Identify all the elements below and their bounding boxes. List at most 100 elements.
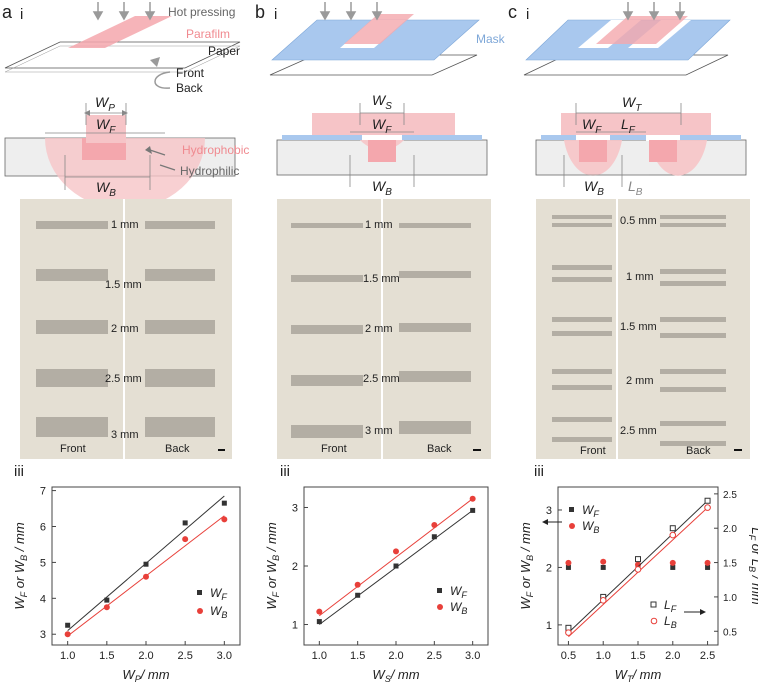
- legend-lf: LF: [664, 598, 677, 614]
- label-hydrophobic: Hydrophobic: [182, 143, 250, 157]
- x-axis-label: WT/ mm: [615, 667, 662, 684]
- point-wf: [470, 507, 476, 513]
- subpanel-label-b-iii: iii: [280, 463, 290, 480]
- label-wp: WP: [95, 94, 115, 114]
- x-axis-label: WS/ mm: [372, 667, 419, 684]
- x-tick-label: 3.0: [465, 650, 480, 662]
- y2-tick-label: 1.5: [723, 559, 737, 570]
- legend-wb: WB: [582, 519, 599, 535]
- point-wf: [670, 564, 676, 570]
- x-tick-label: 2.5: [427, 650, 442, 662]
- y-tick-label: 3: [546, 505, 552, 517]
- schematic-c-top: [523, 2, 731, 76]
- point-wb: [704, 559, 711, 566]
- point-wf: [221, 500, 227, 506]
- panel-letter-b: b: [255, 2, 266, 22]
- photo-c-row-4: 2 mm: [626, 375, 654, 387]
- label-wb-c: WB: [584, 178, 604, 198]
- x-tick-label: 2.5: [178, 650, 193, 662]
- legend-wf: WF: [582, 503, 599, 519]
- photo-c-back: Back: [686, 445, 711, 457]
- subpanel-label-c-i: i: [526, 6, 530, 23]
- schematic-a-top: [4, 2, 241, 89]
- photo-c-row-5: 2.5 mm: [620, 425, 657, 437]
- x-tick-label: 2.5: [700, 650, 715, 662]
- legend-wf: WF: [450, 584, 467, 600]
- x-tick-label: 2.0: [665, 650, 680, 662]
- y-tick-label: 7: [40, 486, 46, 498]
- point-wb: [143, 573, 149, 580]
- legend-wb-marker: [437, 604, 443, 610]
- label-back: Back: [176, 81, 203, 95]
- subpanel-label-c-iii: iii: [534, 463, 544, 480]
- x-tick-label: 1.5: [350, 650, 365, 662]
- point-wf: [143, 561, 149, 567]
- photo-b: 1 mm 1.5 mm 2 mm 2.5 mm 3 mm Front Back: [277, 199, 491, 459]
- panel-letter-a: a: [2, 2, 13, 22]
- legend-lb: LB: [664, 614, 677, 630]
- point-wb: [669, 559, 676, 566]
- x-tick-label: 3.0: [217, 650, 232, 662]
- y2-axis-label: LF or LB / mm: [747, 527, 758, 604]
- y-axis-label: WF or WB / mm: [12, 522, 29, 610]
- legend-wf-marker: [197, 590, 202, 595]
- subpanel-label-a-i: i: [20, 6, 24, 23]
- legend-wb-marker: [569, 523, 575, 529]
- label-mask: Mask: [476, 32, 505, 46]
- photo-c-row-1: 0.5 mm: [620, 215, 657, 227]
- cross-section-c: [535, 103, 747, 187]
- chart-a: 1.0 1.5 2.0 2.5 3.0 3 4 5 6 7 WP/ mm WF or WB / mm W…: [12, 486, 241, 684]
- legend-lb-marker: [650, 617, 658, 625]
- y-tick-label: 5: [40, 557, 46, 569]
- label-lb: LB: [628, 178, 643, 198]
- point-wf: [104, 597, 110, 603]
- y-tick-label: 2: [546, 562, 552, 574]
- point-wb: [182, 536, 189, 543]
- y2-tick-label: 2.5: [723, 490, 737, 501]
- label-lf: LF: [621, 116, 635, 136]
- photo-b-row-2: 1.5 mm: [363, 273, 400, 285]
- label-front: Front: [176, 66, 205, 80]
- scale-bar-c: [734, 449, 742, 451]
- photo-a-row-3: 2 mm: [111, 323, 139, 335]
- y-tick-label: 1: [546, 620, 552, 632]
- point-wf: [565, 564, 571, 570]
- point-wb: [221, 516, 228, 523]
- photo-b-row-5: 3 mm: [365, 425, 393, 437]
- point-wb: [635, 561, 641, 568]
- photo-c-row-2: 1 mm: [626, 271, 654, 283]
- y-axis-label: WF or WB / mm: [264, 522, 281, 610]
- point-wf: [431, 534, 437, 540]
- label-wb-b: WB: [372, 178, 392, 198]
- scale-bar-b: [473, 449, 481, 451]
- chart-b: 1.0 1.5 2.0 2.5 3.0 1 2 3 WS/ mm WF or WB / mm WFW…: [264, 486, 489, 684]
- point-lb: [704, 504, 711, 511]
- label-wf-b: WF: [372, 116, 392, 136]
- y-tick-label: 3: [40, 629, 46, 641]
- point-wb: [354, 581, 361, 588]
- panel-c: c i WT WF LF WB LB ii: [506, 0, 758, 685]
- x-tick-label: 1.0: [312, 650, 327, 662]
- photo-a-row-5: 3 mm: [111, 429, 139, 441]
- point-wf: [705, 564, 711, 570]
- point-lb: [669, 531, 677, 539]
- photo-a-row-4: 2.5 mm: [105, 373, 142, 385]
- panel-a: a i Hot pressing Parafilm Paper Front Ba…: [0, 0, 250, 685]
- legend-wb: WB: [450, 600, 467, 616]
- point-lb: [634, 566, 642, 573]
- arrow-left-head: [542, 519, 548, 525]
- point-wb: [469, 495, 476, 502]
- y-tick-label: 1: [292, 620, 298, 632]
- label-hydrophilic: Hydrophilic: [180, 164, 240, 178]
- x-tick-label: 1.5: [99, 650, 114, 662]
- point-wb: [393, 548, 399, 555]
- photo-b-row-4: 2.5 mm: [363, 373, 400, 385]
- arrow-right-head: [700, 609, 706, 615]
- photo-b-row-3: 2 mm: [365, 323, 393, 335]
- y-tick-label: 4: [40, 593, 46, 605]
- photo-a: 1 mm 1.5 mm 2 mm 2.5 mm 3 mm Front Back: [20, 199, 232, 459]
- cross-section-b: [276, 103, 488, 187]
- photo-a-row-1: 1 mm: [111, 219, 139, 231]
- legend-wb-marker: [197, 608, 203, 614]
- point-wb: [103, 604, 110, 611]
